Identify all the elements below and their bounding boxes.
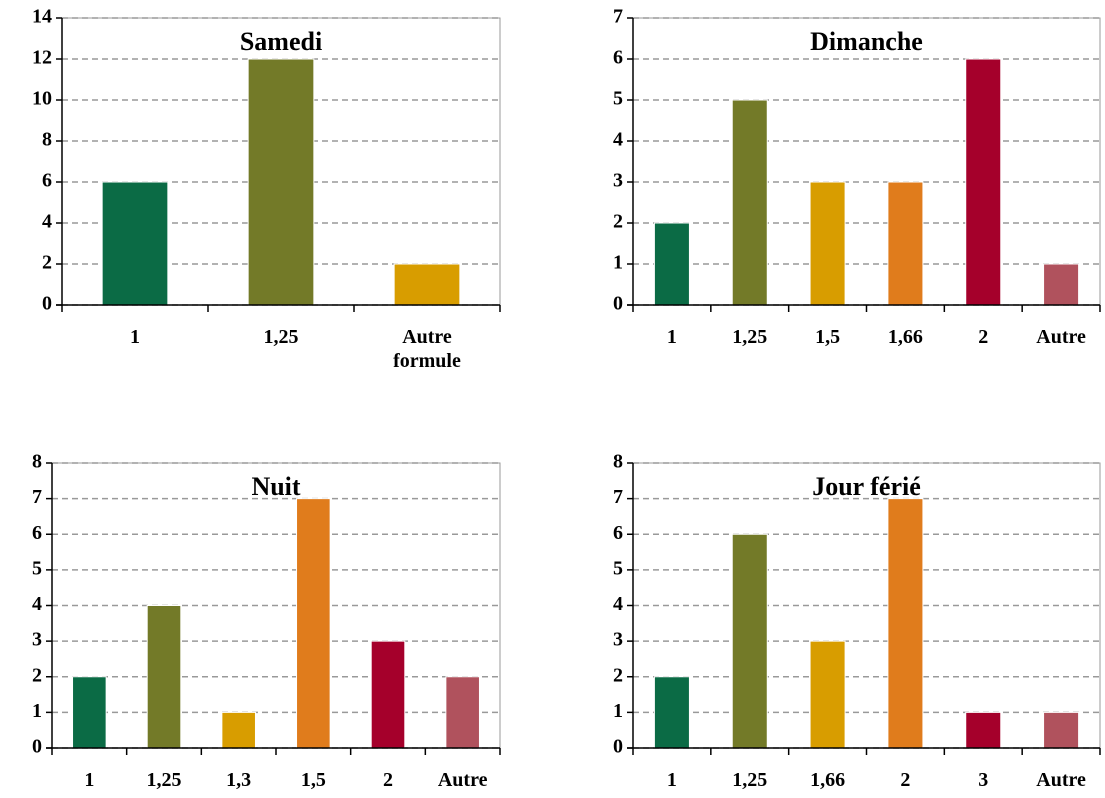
bar — [1043, 711, 1080, 749]
bar — [370, 640, 406, 749]
chart-title: Jour férié — [812, 472, 921, 501]
bar — [887, 498, 924, 749]
y-tick-label: 10 — [32, 88, 52, 110]
y-tick-label: 7 — [613, 6, 623, 28]
y-tick-label: 7 — [613, 486, 623, 508]
x-tick-label: Autre formule — [393, 326, 461, 372]
x-tick-label: 1,5 — [815, 326, 841, 348]
x-tick-label: 2 — [900, 769, 911, 791]
x-tick-label: 1,25 — [146, 769, 182, 791]
bar — [809, 181, 846, 306]
y-tick-label: 5 — [613, 557, 623, 579]
y-tick-label: 5 — [32, 557, 42, 579]
y-tick-label: 6 — [613, 47, 623, 69]
bar — [393, 263, 461, 306]
y-tick-label: 3 — [613, 170, 623, 192]
y-tick-label: 2 — [613, 211, 623, 233]
bar — [296, 498, 331, 749]
y-tick-label: 0 — [613, 293, 623, 315]
y-tick-label: 4 — [42, 211, 52, 233]
y-tick-label: 4 — [613, 593, 623, 615]
y-tick-label: 1 — [613, 252, 623, 274]
bar — [101, 181, 169, 306]
y-tick-label: 1 — [32, 700, 42, 722]
y-tick-label: 2 — [42, 252, 52, 274]
bar — [731, 533, 768, 749]
y-tick-label: 12 — [32, 47, 52, 69]
bar — [731, 99, 768, 306]
y-tick-label: 4 — [613, 129, 623, 151]
x-tick-label: 3 — [978, 769, 989, 791]
chart-title: Dimanche — [810, 27, 923, 56]
bar — [221, 711, 256, 749]
bar — [653, 676, 690, 749]
bar — [887, 181, 924, 306]
bar — [965, 711, 1002, 749]
x-tick-label: Autre — [1036, 326, 1086, 348]
x-tick-label: 2 — [978, 326, 989, 348]
bar — [965, 58, 1002, 306]
chart-title: Nuit — [251, 472, 300, 501]
x-tick-label: 2 — [382, 769, 393, 791]
y-tick-label: 8 — [613, 451, 623, 473]
bar — [809, 640, 846, 749]
bar — [247, 58, 315, 306]
x-tick-label: 1,5 — [300, 769, 326, 791]
y-tick-label: 2 — [613, 664, 623, 686]
x-tick-label: 1 — [666, 326, 677, 348]
bar — [72, 676, 107, 749]
x-tick-label: 1 — [84, 769, 95, 791]
y-tick-label: 0 — [613, 736, 623, 758]
y-tick-label: 3 — [613, 629, 623, 651]
x-tick-label: 1 — [666, 769, 677, 791]
bar — [1043, 263, 1080, 306]
y-tick-label: 2 — [32, 664, 42, 686]
y-tick-label: 4 — [32, 593, 42, 615]
chart-title: Samedi — [240, 27, 322, 56]
y-tick-label: 1 — [613, 700, 623, 722]
y-tick-label: 6 — [613, 522, 623, 544]
y-tick-label: 8 — [32, 451, 42, 473]
x-tick-label: Autre — [1036, 769, 1086, 791]
y-tick-label: 7 — [32, 486, 42, 508]
y-tick-label: 0 — [32, 736, 42, 758]
y-tick-label: 14 — [32, 6, 52, 28]
y-tick-label: 0 — [42, 293, 52, 315]
y-tick-label: 5 — [613, 88, 623, 110]
y-tick-label: 6 — [42, 170, 52, 192]
y-tick-label: 6 — [32, 522, 42, 544]
y-tick-label: 3 — [32, 629, 42, 651]
plot-frame — [632, 17, 1101, 306]
bar — [445, 676, 480, 749]
x-tick-label: 1,3 — [226, 769, 252, 791]
x-tick-label: 1,25 — [263, 326, 299, 348]
x-tick-label: 1,66 — [887, 326, 923, 348]
bar — [146, 605, 182, 749]
bar — [653, 222, 690, 306]
y-tick-label: 8 — [42, 129, 52, 151]
x-tick-label: 1,25 — [732, 769, 768, 791]
x-tick-label: 1,66 — [810, 769, 846, 791]
x-tick-label: 1,25 — [732, 326, 768, 348]
x-tick-label: Autre — [437, 769, 488, 791]
x-tick-label: 1 — [130, 326, 140, 348]
